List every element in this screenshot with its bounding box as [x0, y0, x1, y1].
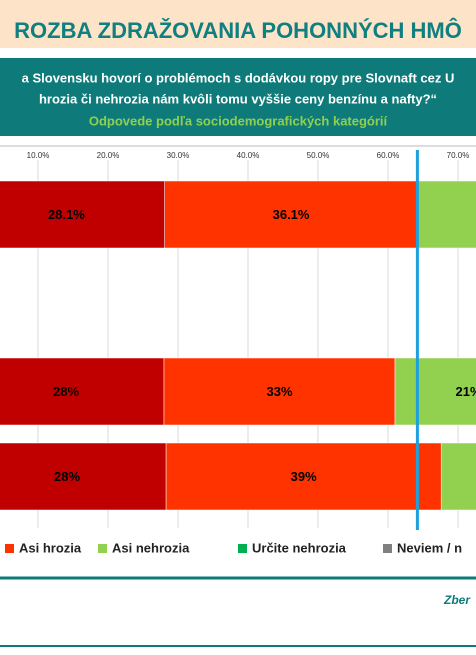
bar-segment [0, 180, 165, 249]
legend-swatch [238, 544, 247, 553]
bar-segment [394, 357, 476, 426]
x-tick-label: 50.0% [307, 151, 330, 160]
question-line: hrozia či nehrozia nám kvôli tomu vyššie… [39, 91, 437, 106]
x-tick-label: 10.0% [27, 151, 50, 160]
x-tick-label: 30.0% [167, 151, 190, 160]
chart-title: ROZBA ZDRAŽOVANIA POHONNÝCH HMÔ [14, 18, 462, 43]
bar-segment [163, 357, 396, 426]
x-tick-label: 40.0% [237, 151, 260, 160]
data-label: 39% [291, 469, 317, 484]
x-tick-label: 60.0% [377, 151, 400, 160]
question-band [0, 58, 476, 136]
legend-swatch [383, 544, 392, 553]
data-label: 33% [266, 384, 292, 399]
legend-label: Asi nehrozia [112, 540, 190, 555]
x-tick-label: 20.0% [97, 151, 120, 160]
legend-label: Neviem / n [397, 540, 462, 555]
x-tick-label: 70.0% [447, 151, 470, 160]
data-label: 28% [53, 384, 79, 399]
bar-segment [0, 442, 167, 511]
data-label: 28.1% [48, 207, 85, 222]
legend-label: Určite nehrozia [252, 540, 347, 555]
bar-segment [440, 442, 476, 511]
data-label: 21% [455, 384, 476, 399]
legend-swatch [5, 544, 14, 553]
footer: Zber [443, 593, 471, 607]
bar-segment [0, 357, 165, 426]
data-label: 36.1% [273, 207, 310, 222]
legend-swatch [98, 544, 107, 553]
question-line: a Slovensku hovorí o problémoch s dodávk… [22, 70, 455, 85]
bar-segment [165, 442, 442, 511]
bar-segment [417, 180, 476, 249]
subtitle: Odpovede podľa sociodemografických kateg… [89, 113, 388, 128]
bar-segment [164, 180, 418, 249]
title-band [0, 0, 476, 48]
data-label: 28% [54, 469, 80, 484]
legend-label: Asi hrozia [19, 540, 82, 555]
